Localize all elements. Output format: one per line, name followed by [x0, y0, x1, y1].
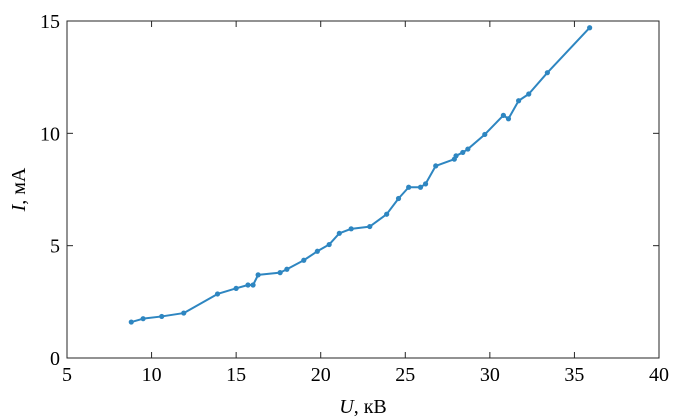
data-point	[453, 153, 459, 159]
data-point	[348, 226, 354, 232]
x-axis-variable: U	[339, 396, 355, 417]
data-point	[422, 181, 429, 187]
data-point	[159, 313, 165, 320]
data-point	[395, 195, 402, 202]
x-tick-label: 25	[395, 364, 415, 386]
data-point	[406, 184, 412, 190]
data-point	[417, 184, 424, 190]
x-axis-unit: , кВ	[354, 396, 387, 417]
data-point	[460, 149, 466, 156]
data-point	[255, 272, 261, 278]
data-point	[465, 146, 471, 152]
data-point	[284, 266, 290, 272]
data-point	[544, 70, 550, 76]
data-point	[336, 230, 342, 236]
data-point	[526, 91, 532, 97]
y-tick-label: 5	[50, 236, 60, 258]
data-point	[516, 98, 522, 104]
data-point	[245, 282, 251, 288]
x-tick-label: 30	[480, 364, 500, 386]
x-axis-ticks: 5 10 15 20 25 30 35 40	[62, 21, 669, 386]
data-point	[505, 116, 512, 122]
y-axis-label: I, мА	[8, 167, 30, 212]
x-tick-label: 15	[226, 364, 246, 386]
data-point	[140, 316, 146, 322]
x-tick-label: 5	[62, 364, 72, 386]
y-axis-variable: I	[8, 203, 30, 212]
data-point	[326, 241, 332, 248]
data-point	[233, 285, 239, 291]
plot-frame	[66, 20, 660, 359]
x-tick-label: 40	[649, 364, 669, 386]
y-axis-ticks: 0 5 10 15	[40, 11, 659, 370]
data-point	[128, 319, 134, 325]
x-axis-label: U, кВ	[339, 396, 387, 417]
x-tick-label: 35	[564, 364, 584, 386]
data-point	[500, 112, 506, 118]
series-layer	[128, 25, 593, 325]
x-tick-label: 10	[142, 364, 162, 386]
data-point	[367, 223, 373, 230]
y-tick-label: 10	[40, 123, 60, 145]
data-point	[587, 25, 593, 31]
data-point	[314, 248, 320, 254]
y-tick-label: 15	[40, 11, 60, 33]
data-point	[384, 211, 390, 217]
data-point	[482, 131, 488, 138]
data-point	[181, 310, 187, 316]
y-axis-unit: , мА	[8, 167, 30, 205]
y-tick-label: 0	[50, 348, 60, 370]
data-point	[214, 291, 221, 297]
data-point	[433, 163, 439, 169]
x-tick-label: 20	[311, 364, 331, 386]
data-point	[301, 257, 307, 263]
data-point	[250, 282, 256, 288]
data-point	[277, 270, 283, 276]
series-line	[130, 27, 591, 324]
